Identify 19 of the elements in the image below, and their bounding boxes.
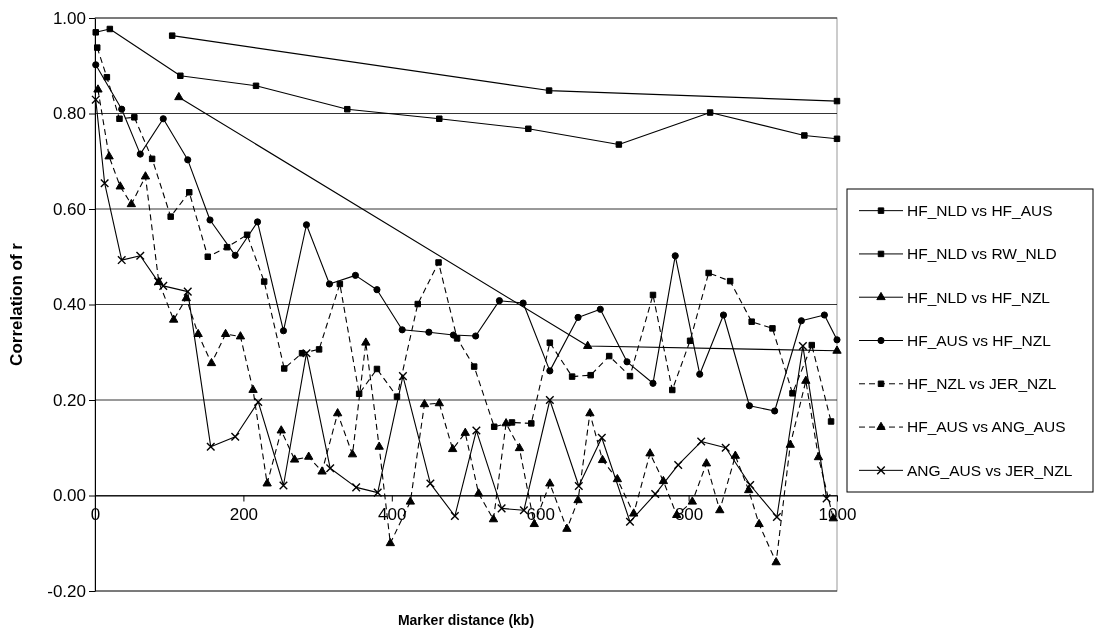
legend-label: HF_AUS vs HF_NZL xyxy=(907,331,1052,349)
y-tick-label: 0.80 xyxy=(52,104,86,124)
legend-label: HF_NLD vs RW_NLD xyxy=(907,245,1057,263)
x-axis-title: Marker distance (kb) xyxy=(397,612,535,628)
y-tick-label: 0.40 xyxy=(52,295,86,315)
legend-label: HF_NLD vs HF_NZL xyxy=(907,288,1051,306)
y-axis-title: Correlation of r xyxy=(7,242,26,366)
y-tick-label: 0.20 xyxy=(52,390,86,410)
x-tick-label: 600 xyxy=(526,504,555,524)
y-tick-label: 1.00 xyxy=(52,8,86,28)
x-tick-label: 200 xyxy=(229,504,259,524)
legend-label: HF_NZL vs JER_NZL xyxy=(907,375,1057,393)
legend-label: HF_NLD vs HF_AUS xyxy=(907,202,1053,220)
y-tick-label: 0.60 xyxy=(52,199,86,219)
x-tick-label: 400 xyxy=(378,504,407,524)
legend-label: ANG_AUS vs JER_NZL xyxy=(907,461,1073,479)
legend-label: HF_AUS vs ANG_AUS xyxy=(907,418,1066,436)
y-tick-label: -0.20 xyxy=(47,581,86,601)
y-tick-label: 0.00 xyxy=(52,486,86,506)
